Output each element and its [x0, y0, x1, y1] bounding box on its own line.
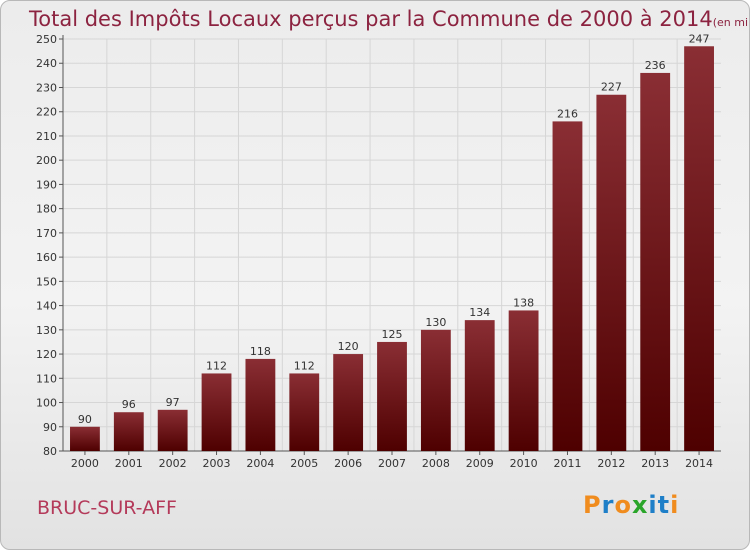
bar	[640, 72, 671, 451]
y-tick-label: 230	[36, 81, 57, 94]
x-tick-label: 2004	[246, 457, 274, 470]
chart-title-text: Total des Impôts Locaux perçus par la Co…	[29, 7, 713, 31]
x-tick-label: 2003	[203, 457, 231, 470]
logo-letter: x	[631, 491, 649, 519]
logo-letter: P	[583, 491, 602, 519]
bar	[245, 358, 276, 451]
y-tick-label: 100	[36, 397, 57, 410]
x-tick-label: 2002	[159, 457, 187, 470]
x-tick-label: 2008	[422, 457, 450, 470]
logo-letter: i	[670, 491, 680, 519]
commune-name: BRUC-SUR-AFF	[37, 497, 177, 519]
x-tick-label: 2011	[553, 457, 581, 470]
x-tick-label: 2006	[334, 457, 362, 470]
y-tick-label: 220	[36, 106, 57, 119]
axes: 80 90 100 110 120 130 140 150 160 170 180 190 200 210…	[36, 33, 721, 470]
y-tick-label: 150	[36, 275, 57, 288]
x-tick-label: 2001	[115, 457, 143, 470]
y-tick-label: 210	[36, 130, 57, 143]
bar	[596, 94, 627, 451]
data-label: 96	[122, 398, 136, 411]
x-tick-label: 2012	[597, 457, 625, 470]
data-label: 138	[513, 296, 534, 309]
data-label: 130	[425, 316, 446, 329]
bar	[113, 412, 144, 451]
data-label: 90	[78, 413, 92, 426]
y-tick-label: 80	[43, 445, 57, 458]
data-label: 216	[557, 107, 578, 120]
y-tick-label: 240	[36, 57, 57, 70]
chart-unit-text: (en milliers d'€)	[712, 16, 749, 29]
logo-letter: i	[648, 491, 658, 519]
y-tick-label: 200	[36, 154, 57, 167]
chart-title: Total des Impôts Locaux perçus par la Co…	[29, 7, 749, 31]
bar	[684, 46, 714, 451]
y-tick-label: 120	[36, 348, 57, 361]
data-label: 247	[689, 32, 710, 45]
y-tick-label: 90	[43, 421, 57, 434]
y-tick-label: 110	[36, 372, 57, 385]
x-tick-label: 2009	[466, 457, 494, 470]
data-label: 118	[250, 345, 271, 358]
data-label: 112	[206, 359, 227, 372]
bar	[552, 121, 583, 452]
bar	[289, 373, 320, 451]
data-label: 125	[382, 328, 403, 341]
data-labels: 90 96 97 112 118 112 120 125 130 134 138 216 227 236 2…	[78, 32, 710, 425]
data-label: 112	[294, 359, 315, 372]
bar	[508, 310, 539, 451]
bars	[70, 46, 714, 452]
x-tick-label: 2013	[641, 457, 669, 470]
data-label: 120	[338, 340, 359, 353]
logo-letter: r	[601, 491, 615, 519]
data-label: 97	[166, 396, 180, 409]
bar	[420, 329, 451, 451]
data-label: 134	[469, 306, 490, 319]
y-tick-label: 250	[36, 33, 57, 46]
y-tick-label: 160	[36, 251, 57, 264]
bar	[70, 426, 100, 451]
x-tick-label: 2010	[510, 457, 538, 470]
x-tick-label: 2005	[290, 457, 318, 470]
bar	[157, 409, 188, 451]
data-label: 236	[645, 59, 666, 72]
y-tick-label: 170	[36, 227, 57, 240]
bar	[464, 320, 495, 451]
y-tick-label: 190	[36, 178, 57, 191]
bar	[333, 354, 364, 451]
x-tick-label: 2014	[685, 457, 713, 470]
data-label: 227	[601, 81, 622, 94]
bar	[377, 341, 407, 451]
bar	[201, 373, 232, 451]
y-tick-label: 140	[36, 300, 57, 313]
logo-letter: o	[614, 491, 632, 519]
logo-letter: t	[657, 491, 671, 519]
x-tick-label: 2007	[378, 457, 406, 470]
y-tick-label: 180	[36, 203, 57, 216]
proxiti-logo: Proxiti	[583, 491, 679, 519]
y-tick-label: 130	[36, 324, 57, 337]
x-tick-label: 2000	[71, 457, 99, 470]
